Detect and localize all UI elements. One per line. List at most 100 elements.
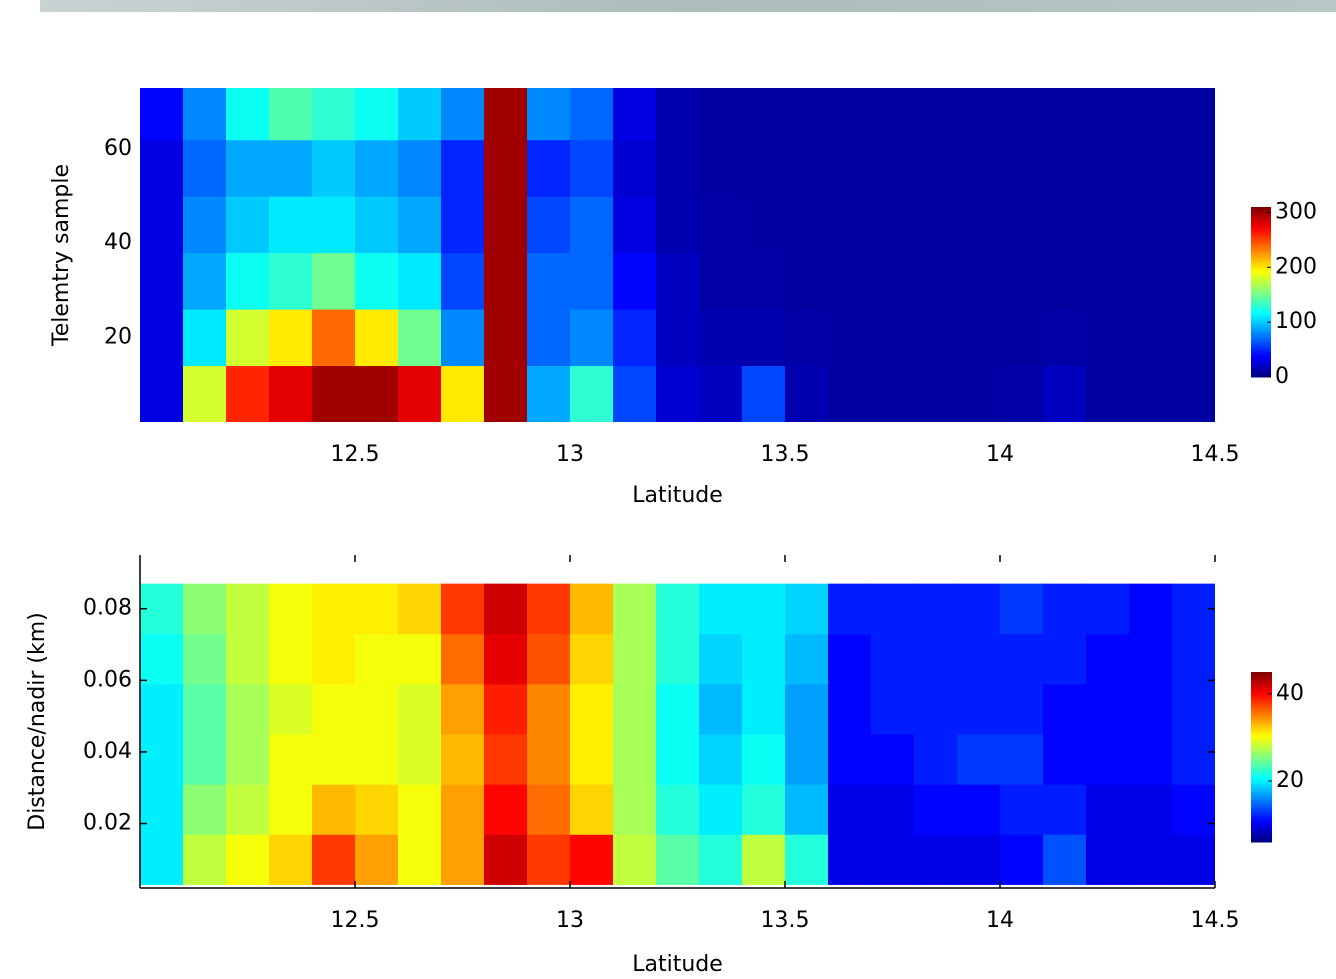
colorbar-swatch xyxy=(1251,273,1271,277)
heatmap-cell xyxy=(183,633,227,685)
heatmap-cell xyxy=(1086,252,1130,310)
y-tick-label: 40 xyxy=(104,230,132,255)
heatmap-cell xyxy=(484,683,528,735)
heatmap-cell xyxy=(957,834,1001,885)
colorbar-swatch xyxy=(1251,374,1271,378)
heatmap-cell xyxy=(269,139,313,197)
heatmap-cell xyxy=(398,734,442,785)
heatmap-cell xyxy=(1000,583,1044,635)
heatmap-cell xyxy=(828,139,872,197)
colorbar-swatch xyxy=(1251,812,1272,816)
colorbar-swatch xyxy=(1251,762,1272,766)
heatmap-cell xyxy=(1000,252,1044,310)
heatmap-cell xyxy=(1000,834,1044,885)
heatmap-cell xyxy=(398,196,442,254)
colorbar-swatch xyxy=(1251,820,1272,824)
heatmap-cell xyxy=(656,583,700,635)
heatmap-cell xyxy=(1000,309,1044,367)
y-tick-label: 20 xyxy=(104,324,132,349)
heatmap-cell xyxy=(1000,784,1044,835)
colorbar-tick-label: 200 xyxy=(1275,254,1317,279)
colorbar-swatch xyxy=(1251,677,1272,681)
heatmap-cell xyxy=(269,88,313,141)
heatmap-cell xyxy=(398,309,442,367)
colorbar-swatch xyxy=(1251,270,1271,274)
heatmap-cell xyxy=(1043,139,1087,197)
x-tick-label: 13.5 xyxy=(761,442,810,467)
heatmap-cell xyxy=(871,734,915,785)
heatmap-cell xyxy=(914,633,958,685)
heatmap-cell xyxy=(441,309,485,367)
colorbar-swatch xyxy=(1251,746,1272,750)
heatmap-cell xyxy=(441,734,485,785)
heatmap-cell xyxy=(914,88,958,141)
colorbar-swatch xyxy=(1251,313,1271,317)
heatmap-cell xyxy=(785,784,829,835)
heatmap-cell xyxy=(742,784,786,835)
heatmap-cell xyxy=(484,834,528,885)
heatmap-cell xyxy=(269,734,313,785)
heatmap-cell xyxy=(785,139,829,197)
colorbar-swatch xyxy=(1251,212,1271,216)
heatmap-cell xyxy=(1172,196,1215,254)
heatmap-cell xyxy=(656,633,700,685)
heatmap-cell xyxy=(1172,834,1215,885)
colorbar-swatch xyxy=(1251,709,1272,713)
heatmap-cell xyxy=(1172,583,1215,635)
heatmap-cell xyxy=(484,734,528,785)
heatmap-cell xyxy=(312,633,356,685)
colorbar-swatch xyxy=(1251,331,1271,335)
heatmap-cell xyxy=(226,784,270,835)
heatmap-cell xyxy=(312,583,356,635)
colorbar-swatch xyxy=(1251,254,1271,258)
heatmap-cell xyxy=(226,683,270,735)
heatmap-cell xyxy=(914,139,958,197)
heatmap-cell xyxy=(226,252,270,310)
heatmap-cell xyxy=(742,734,786,785)
colorbar-swatch xyxy=(1251,305,1271,309)
colorbar-swatch xyxy=(1251,815,1272,819)
heatmap-cell xyxy=(613,309,657,367)
x-tick-label: 14.5 xyxy=(1191,908,1240,933)
heatmap-cell xyxy=(1086,834,1130,885)
colorbar-swatch xyxy=(1251,284,1271,288)
colorbar-swatch xyxy=(1251,252,1271,256)
colorbar-swatch xyxy=(1251,209,1271,213)
heatmap-cell xyxy=(484,784,528,835)
colorbar-swatch xyxy=(1251,714,1272,718)
heatmap-cell xyxy=(1000,88,1044,141)
heatmap-cell xyxy=(355,139,399,197)
heatmap-cell xyxy=(1129,784,1173,835)
colorbar-swatch xyxy=(1251,690,1272,694)
heatmap-cell xyxy=(828,252,872,310)
heatmap-cell xyxy=(269,683,313,735)
heatmap-cell xyxy=(226,309,270,367)
y-tick-label: 0.04 xyxy=(83,739,132,764)
colorbar-swatch xyxy=(1251,743,1272,747)
heatmap-cell xyxy=(1129,309,1173,367)
heatmap-cell xyxy=(570,834,614,885)
heatmap-cell xyxy=(742,252,786,310)
header-band xyxy=(40,0,1336,12)
heatmap-cell xyxy=(785,196,829,254)
heatmap-cell xyxy=(1172,784,1215,835)
heatmap-cell xyxy=(441,365,485,422)
heatmap-cell xyxy=(527,139,571,197)
colorbar-swatch xyxy=(1251,353,1271,357)
heatmap-cell xyxy=(1000,365,1044,422)
heatmap-cell xyxy=(441,196,485,254)
colorbar-swatch xyxy=(1251,361,1271,365)
heatmap-cell xyxy=(914,734,958,785)
heatmap-cell xyxy=(226,583,270,635)
heatmap-cell xyxy=(1086,139,1130,197)
colorbar-swatch xyxy=(1251,329,1271,333)
colorbar-swatch xyxy=(1251,818,1272,822)
heatmap-cell xyxy=(1086,683,1130,735)
heatmap-cell xyxy=(355,633,399,685)
colorbar-swatch xyxy=(1251,826,1272,830)
colorbar-swatch xyxy=(1251,289,1271,293)
heatmap-cell xyxy=(1086,784,1130,835)
heatmap-cell xyxy=(140,252,184,310)
colorbar-swatch xyxy=(1251,780,1272,785)
heatmap-cell xyxy=(484,196,528,254)
